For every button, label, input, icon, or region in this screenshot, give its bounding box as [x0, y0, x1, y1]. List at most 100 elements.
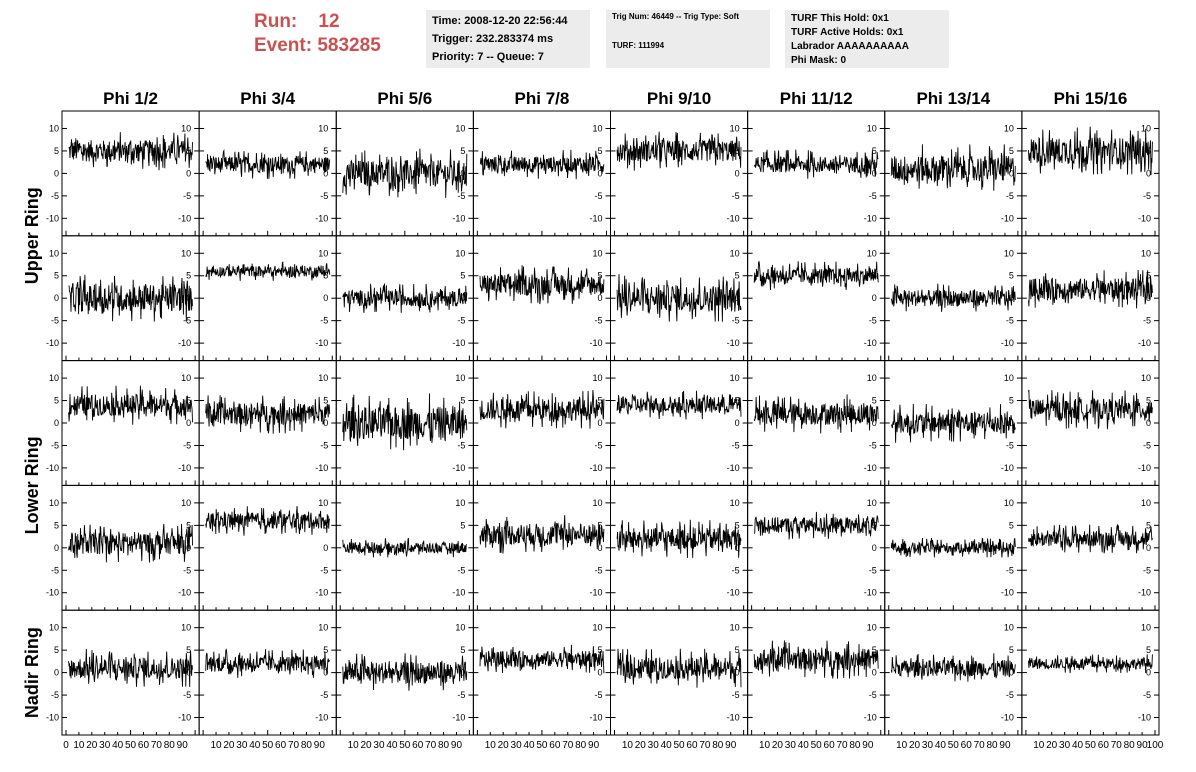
x-tick-label: 90 [588, 740, 600, 751]
y-tick-label: 5 [735, 271, 740, 281]
y-tick-label: -10 [864, 588, 877, 598]
y-tick-label: -10 [178, 588, 191, 598]
x-tick-label: 60 [549, 740, 561, 751]
y-tick-label: -10 [452, 713, 465, 723]
y-tick-label: 5 [1009, 645, 1014, 655]
y-tick-label: -10 [1001, 588, 1014, 598]
x-tick-label: 40 [661, 740, 673, 751]
column-title: Phi 13/14 [916, 89, 990, 108]
priority-text: Priority: 7 -- Queue: 7 [432, 51, 544, 63]
y-tick-label: 10 [318, 373, 328, 383]
x-tick-label: 10 [759, 740, 771, 751]
y-tick-label: -10 [727, 463, 740, 473]
y-tick-label: -10 [452, 213, 465, 223]
column-title: Phi 1/2 [103, 89, 158, 108]
y-tick-label: 0 [323, 418, 328, 428]
y-tick-label: -5 [183, 690, 191, 700]
y-tick-label: -5 [869, 316, 877, 326]
x-tick-label: 40 [386, 740, 398, 751]
y-tick-label: 10 [49, 248, 59, 258]
row-label: Nadir Ring [22, 627, 42, 718]
x-tick-label: 70 [288, 740, 300, 751]
y-tick-label: -5 [594, 565, 602, 575]
y-tick-label: 0 [323, 168, 328, 178]
y-tick-label: 10 [318, 248, 328, 258]
waveform-trace [616, 519, 742, 559]
x-tick-label: 80 [712, 740, 724, 751]
y-tick-label: 10 [1141, 248, 1151, 258]
y-tick-label: 10 [867, 123, 877, 133]
waveform-trace [616, 390, 742, 420]
waveform-trace [342, 148, 468, 198]
y-tick-label: 10 [592, 373, 602, 383]
y-tick-label: 10 [49, 623, 59, 633]
y-tick-label: 0 [186, 543, 191, 553]
y-tick-label: -10 [315, 338, 328, 348]
y-tick-label: 10 [181, 623, 191, 633]
y-tick-label: 10 [181, 248, 191, 258]
y-tick-label: -5 [320, 316, 328, 326]
y-tick-label: 5 [460, 396, 465, 406]
x-tick-label: 10 [73, 740, 85, 751]
x-tick-label: 80 [986, 740, 998, 751]
y-tick-label: -10 [727, 213, 740, 223]
x-tick-label: 70 [562, 740, 574, 751]
y-tick-label: -10 [178, 463, 191, 473]
y-tick-label: 5 [872, 645, 877, 655]
x-tick-label: 0 [63, 740, 69, 751]
y-tick-label: 10 [1141, 623, 1151, 633]
x-tick-label: 20 [86, 740, 98, 751]
y-tick-label: 0 [597, 418, 602, 428]
x-tick-label: 70 [699, 740, 711, 751]
run-value: 12 [318, 11, 340, 32]
column-title: Phi 3/4 [240, 89, 295, 108]
x-tick-label: 50 [948, 740, 960, 751]
x-tick-label: 80 [164, 740, 176, 751]
y-tick-label: -5 [594, 690, 602, 700]
event-label: Event: [254, 35, 313, 56]
y-tick-label: -10 [589, 338, 602, 348]
y-tick-label: 0 [1009, 543, 1014, 553]
y-tick-label: 5 [1146, 396, 1151, 406]
y-tick-label: 5 [735, 146, 740, 156]
y-tick-label: 10 [730, 623, 740, 633]
waveform-trace [479, 644, 605, 674]
y-tick-label: -10 [452, 338, 465, 348]
y-tick-label: -5 [51, 690, 59, 700]
y-tick-label: 0 [872, 293, 877, 303]
y-tick-label: 5 [323, 146, 328, 156]
y-tick-label: -10 [46, 463, 59, 473]
waveform-trace [68, 132, 193, 171]
waveform-plot: -10 -10-5 -50 05 510 10 [46, 110, 200, 237]
run-row: Run: 12 [254, 10, 381, 34]
x-tick-label: 20 [223, 740, 235, 751]
x-tick-label: 80 [301, 740, 313, 751]
waveform-trace [205, 149, 331, 179]
x-tick-label: 10 [485, 740, 497, 751]
y-tick-label: 0 [735, 418, 740, 428]
x-tick-label: 50 [536, 740, 548, 751]
column-title: Phi 11/12 [780, 89, 853, 108]
y-tick-label: -5 [594, 191, 602, 201]
y-tick-label: 5 [54, 146, 59, 156]
turf-hold-panel: TURF This Hold: 0x1 TURF Active Holds: 0… [785, 10, 949, 68]
waveform-trace [890, 537, 1016, 558]
x-tick-label: 20 [361, 740, 373, 751]
y-tick-label: 0 [735, 543, 740, 553]
x-tick-label: 60 [686, 740, 698, 751]
y-tick-label: -5 [51, 440, 59, 450]
phi-mask-text: Phi Mask: 0 [791, 55, 847, 66]
waveform-trace [68, 648, 193, 688]
waveform-trace [68, 523, 193, 563]
event-row: Event: 583285 [254, 34, 381, 58]
